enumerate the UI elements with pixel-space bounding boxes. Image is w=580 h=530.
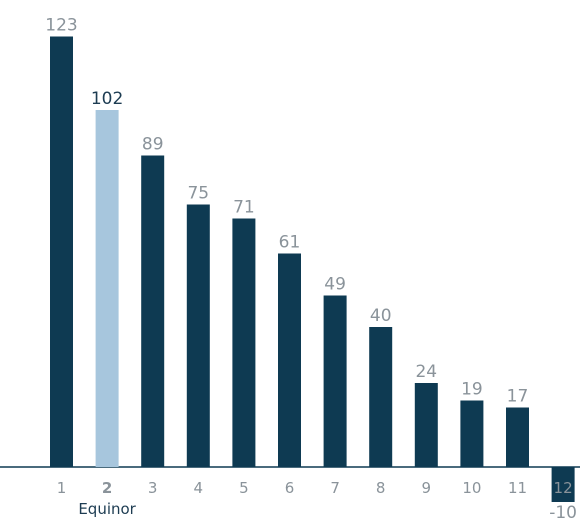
value-label-10: 19 [461,380,483,400]
bar-7 [323,295,347,467]
tick-label-11: 11 [508,479,527,497]
value-label-9: 24 [415,362,437,382]
value-label-4: 75 [187,184,209,204]
bar-12 [551,467,575,502]
highlight-category-label: Equinor [78,500,136,518]
bar-9 [414,383,438,467]
bar-11 [506,407,529,467]
value-label-12: -10 [549,503,577,523]
tick-label-7: 7 [330,479,340,497]
tick-label-2: 2 [102,479,112,497]
bar-4 [186,204,210,467]
value-label-6: 61 [279,233,301,253]
value-label-5: 71 [233,198,255,218]
bar-1 [50,36,73,467]
tick-label-3: 3 [148,479,158,497]
value-label-3: 89 [142,135,164,155]
value-label-1: 123 [45,16,77,36]
bar-3 [141,155,165,467]
tick-label-6: 6 [285,479,295,497]
tick-label-9: 9 [422,479,432,497]
tick-labels-group: 1 2 3 4 5 6 7 8 9 10 11 12 [57,479,573,497]
bar-5 [232,218,256,467]
bar-2 [95,110,119,467]
tick-label-5: 5 [239,479,249,497]
bar-8 [369,327,393,467]
value-label-7: 49 [324,275,346,295]
bar-10 [460,400,484,467]
value-label-2: 102 [91,89,123,109]
bars-group [50,36,575,502]
tick-label-10: 10 [462,479,481,497]
tick-label-12: 12 [554,479,573,497]
tick-label-8: 8 [376,479,386,497]
value-label-8: 40 [370,306,392,326]
tick-label-4: 4 [194,479,204,497]
bar-6 [278,253,301,467]
value-label-11: 17 [507,387,529,407]
tick-label-1: 1 [57,479,67,497]
